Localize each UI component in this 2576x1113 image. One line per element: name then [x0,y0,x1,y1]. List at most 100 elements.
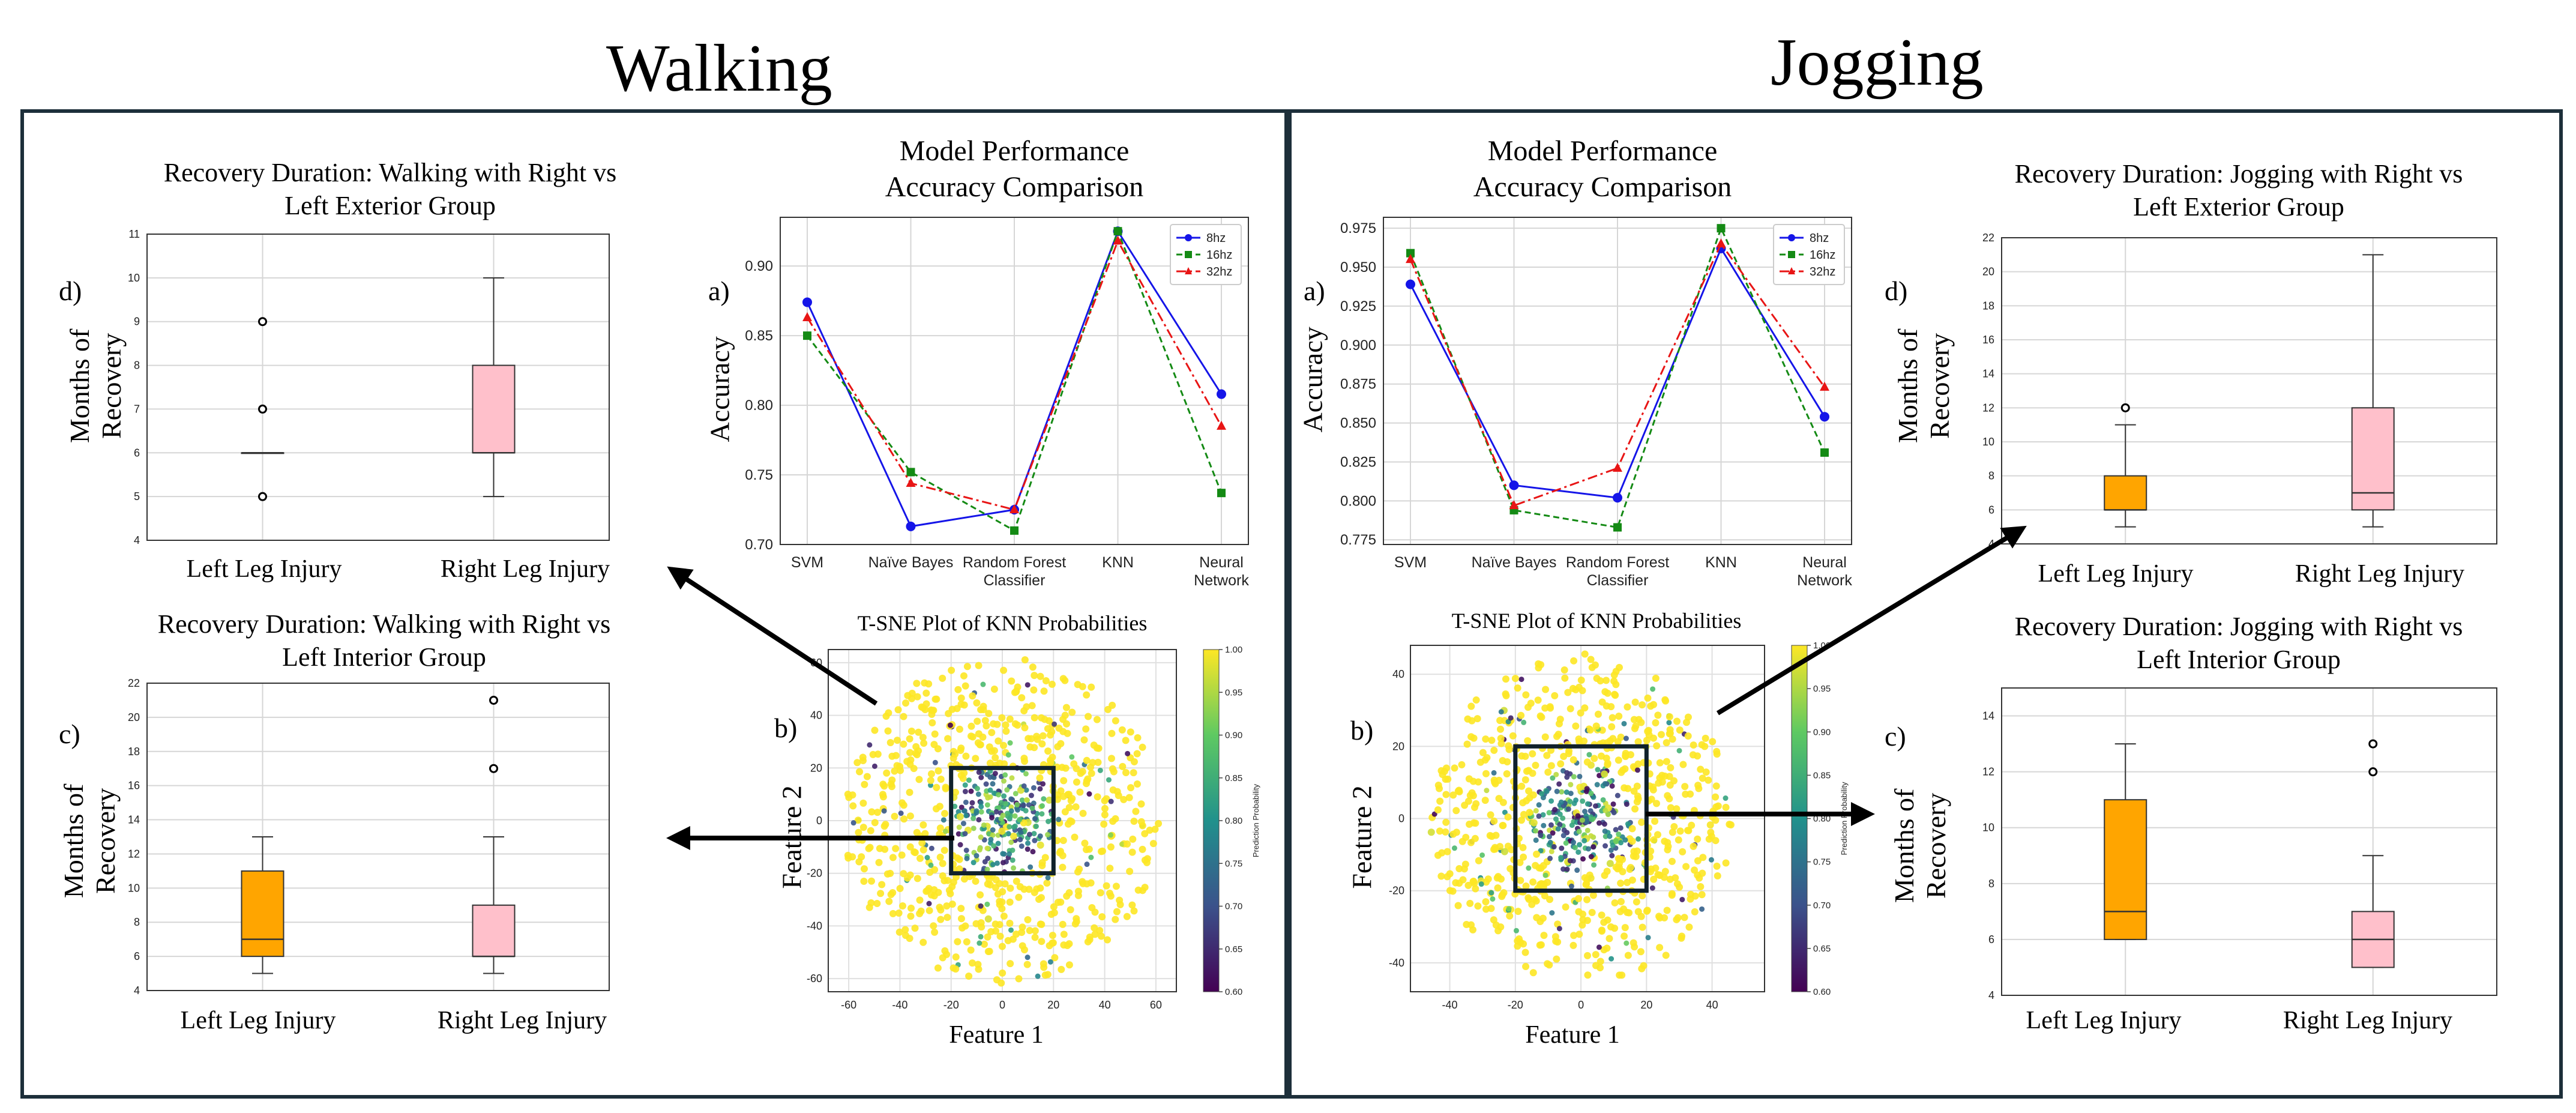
tsne-point [934,964,942,972]
tsne-point [1446,887,1454,894]
y-tick-label: 9 [134,316,140,328]
tsne-point [1128,901,1136,909]
legend-label-32hz: 32hz [1206,265,1232,279]
tsne-point [1627,864,1634,872]
walk-exterior-title: Recovery Duration: Walking with Right vs… [163,158,617,220]
tsne-point [1580,737,1588,745]
tsne-point [1567,858,1573,864]
tsne-point [1068,708,1076,716]
tsne-point [855,858,863,866]
x-tick-label: 20 [1640,999,1652,1011]
tsne-point [1006,715,1014,723]
tsne-point [888,783,895,791]
tsne-point [986,875,993,883]
tsne-point [958,924,966,932]
legend-label-16hz: 16hz [1206,249,1232,262]
tsne-point [930,922,937,930]
tsne-point [1146,826,1154,834]
tsne-point [987,774,993,780]
tsne-point [1563,789,1569,795]
tsne-point [1577,709,1584,717]
tsne-point [1611,899,1619,906]
tsne-point [1594,710,1602,718]
x-tick-label: SVM [791,554,823,571]
tsne-point [999,969,1007,977]
tsne-point [1461,860,1469,868]
x-tick-label: Naïve Bayes [1472,554,1557,571]
tsne-point [1040,803,1046,809]
tsne-point [860,878,868,885]
tsne-point [1518,782,1526,790]
tsne-point [1491,770,1497,776]
tsne-point [1707,828,1715,836]
tsne-point [1059,837,1067,845]
tsne-point [896,885,904,893]
data-point-32hz [1217,420,1226,430]
tsne-point [1112,717,1119,725]
y-tick-label: 10 [128,882,140,894]
tsne-point [1684,732,1692,740]
tsne-point [1031,927,1039,935]
plot-frame [2001,687,2497,996]
tsne-point [1522,962,1530,970]
plot-frame [828,649,1177,992]
tsne-point [904,692,912,699]
tsne-point [1481,797,1489,804]
tsne-point [1588,663,1596,671]
tsne-point [906,812,914,820]
tsne-point [1127,728,1134,736]
tsne-point [1451,764,1458,772]
tsne-point [1071,833,1079,841]
data-point-16hz [1613,523,1622,532]
tsne-point [1637,719,1645,726]
tsne-point [1461,801,1469,809]
y-tick-label: 0.70 [745,537,773,553]
y-tick-label: 0.85 [745,328,773,344]
tsne-point [1088,683,1095,691]
tsne-point [1529,969,1537,977]
tsne-point [1650,734,1658,742]
tsne-point [995,860,1001,866]
tsne-point [891,767,898,775]
tsne-point [1650,701,1658,708]
tsne-point [895,909,903,917]
tsne-point [1060,941,1068,949]
y-tick-label: 4 [1988,989,1994,1001]
tsne-point [1654,711,1662,719]
tsne-point [1589,816,1595,822]
tsne-point [1697,883,1705,891]
tsne-point [1110,768,1118,776]
walk-accuracy-chart: 0.70 0.75 0.80 0.85 0.90 SVM Naïve Bayes Random… [745,217,1249,589]
tsne-point [1560,666,1568,674]
tsne-point [889,909,897,917]
tsne-point [1608,956,1615,962]
x-tick-label: Network [1194,572,1249,589]
tsne-point [1518,677,1524,683]
tsne-point [990,827,996,833]
plot-frame [2001,237,2497,544]
tsne-point [1667,764,1675,771]
colorbar-tick-label: 0.90 [1225,731,1242,741]
tsne-point [1094,758,1102,766]
tsne-point [1040,781,1046,787]
tsne-point [1622,837,1628,843]
tsne-point [919,734,927,741]
tsne-point [1081,839,1089,847]
tsne-point [1017,816,1023,822]
tsne-point [1602,828,1608,834]
tsne-point [1698,891,1706,899]
tsne-point [1548,822,1554,828]
tsne-point [1673,880,1681,888]
tsne-point [968,732,975,740]
tsne-point [934,767,942,775]
tsne-point [1091,908,1099,916]
tsne-point [1578,921,1586,929]
tsne-point [996,804,1002,810]
tsne-point [928,782,934,788]
tsne-point [1625,909,1633,917]
data-point-32hz [1406,254,1415,264]
x-tick-label: 60 [1150,999,1162,1011]
tsne-point [1524,704,1532,711]
tsne-point [1602,702,1610,710]
tsne-point [985,855,991,861]
